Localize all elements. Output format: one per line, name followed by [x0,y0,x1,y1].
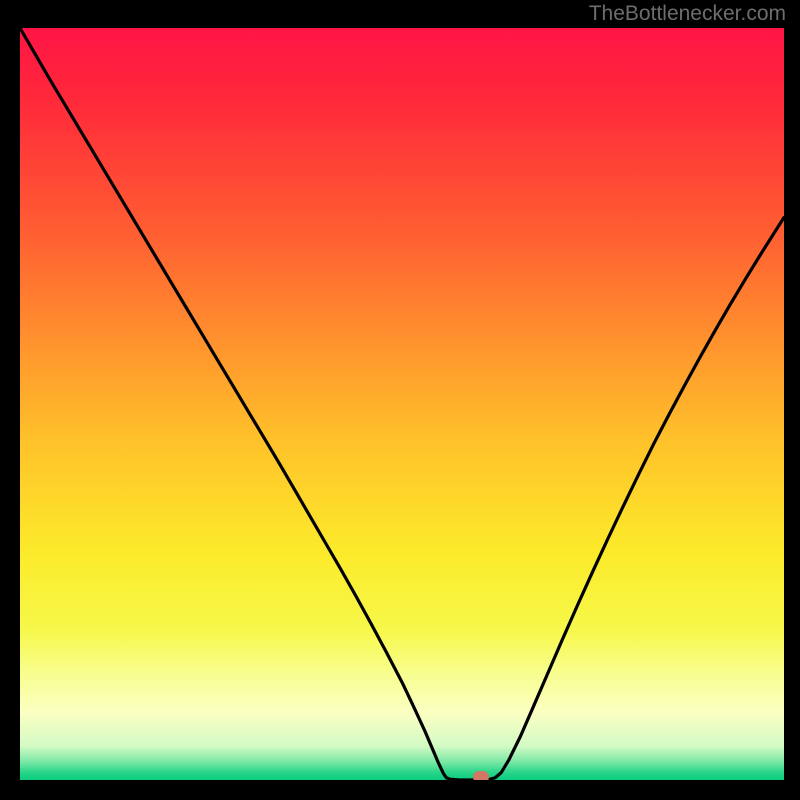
bottleneck-curve [20,28,784,780]
curve-path [20,28,784,780]
optimal-point-marker [473,771,489,780]
plot-area [20,28,784,780]
chart-frame: TheBottlenecker.com [0,0,800,800]
watermark-text: TheBottlenecker.com [589,2,786,26]
